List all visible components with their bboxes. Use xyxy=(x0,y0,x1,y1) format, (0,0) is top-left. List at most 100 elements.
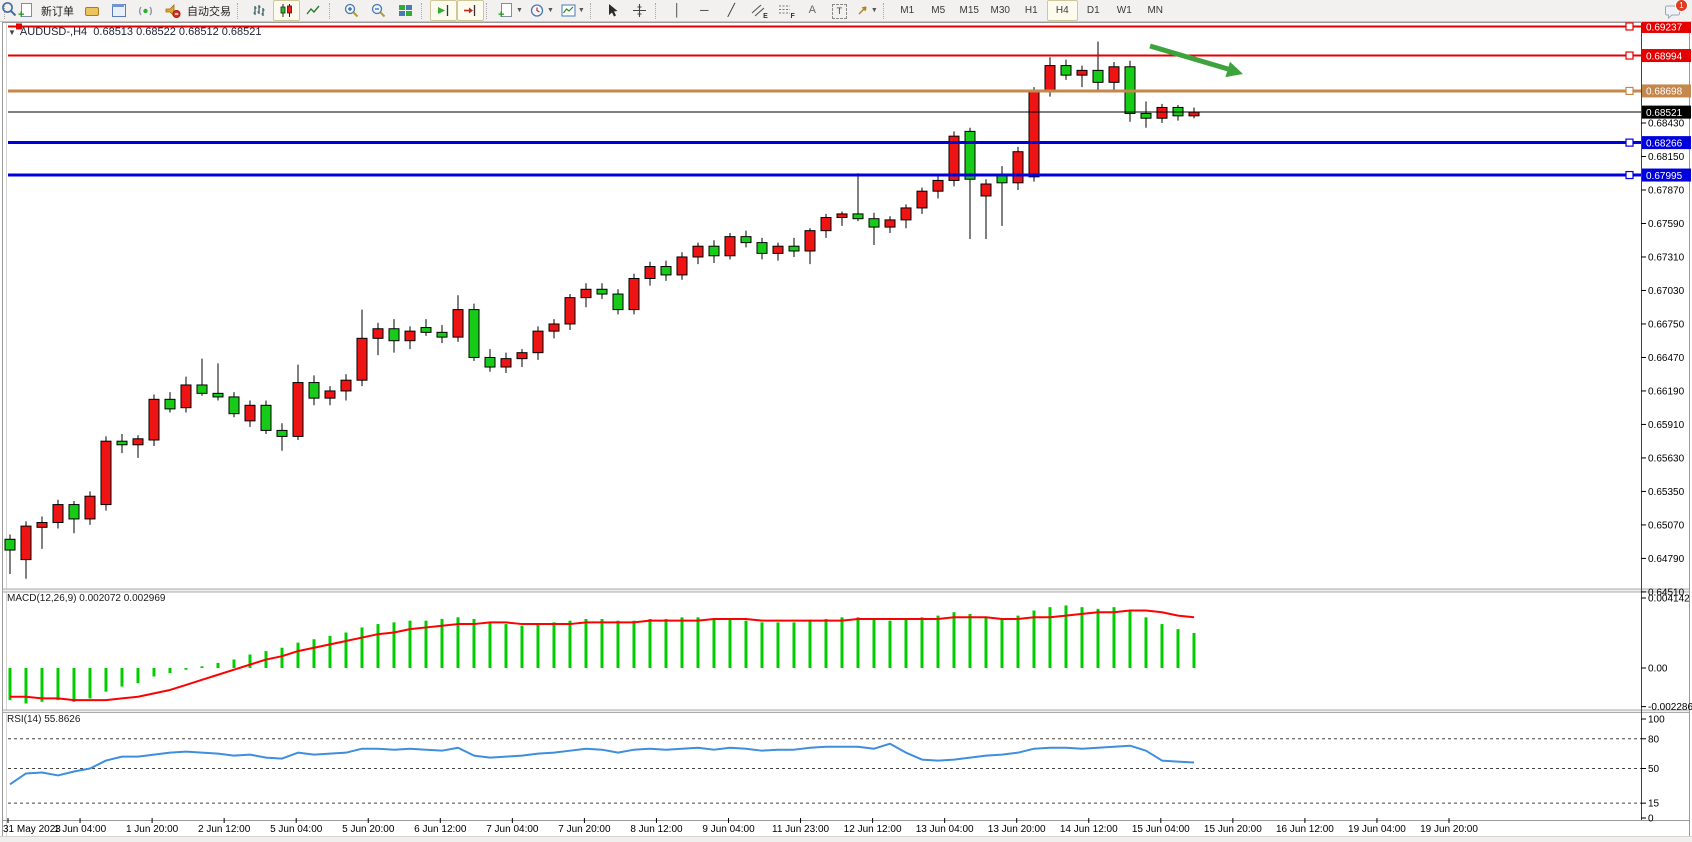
timeframe-m15-button[interactable]: M15 xyxy=(959,5,979,16)
chat-button[interactable]: 1 xyxy=(1664,0,1688,20)
svg-text:9 Jun 04:00: 9 Jun 04:00 xyxy=(702,824,755,835)
chart-ohlc-readout: 0.68513 0.68522 0.68512 0.68521 xyxy=(93,26,262,38)
rsi-indicator-label: RSI(14) 55.8626 xyxy=(7,714,81,725)
svg-text:6 Jun 12:00: 6 Jun 12:00 xyxy=(414,824,467,835)
tile-windows-button[interactable] xyxy=(392,0,419,21)
new-order-button[interactable]: + xyxy=(13,0,40,21)
svg-text:13 Jun 04:00: 13 Jun 04:00 xyxy=(916,824,974,835)
bar-chart-icon xyxy=(253,5,265,16)
svg-text:31 May 2023: 31 May 2023 xyxy=(3,824,61,835)
toolbar-grip xyxy=(237,2,242,19)
auto-trading-button[interactable] xyxy=(159,0,186,21)
search-icon[interactable] xyxy=(0,0,18,18)
text-label-icon: T xyxy=(831,3,847,19)
chat-badge: 1 xyxy=(1675,0,1688,12)
window-bottom-edge xyxy=(0,836,1692,842)
toolbar-grip xyxy=(882,2,888,19)
new-order-label[interactable]: 新订单 xyxy=(41,5,74,18)
zoom-out-icon xyxy=(371,3,386,18)
crosshair-icon xyxy=(632,4,646,17)
macd-indicator-label: MACD(12,26,9) 0.002072 0.002969 xyxy=(7,593,166,604)
chart-shift-button[interactable] xyxy=(457,0,484,21)
zoom-in-button[interactable] xyxy=(338,0,365,21)
auto-trading-label[interactable]: 自动交易 xyxy=(187,5,231,18)
trendline-button[interactable]: ╱ xyxy=(718,0,745,21)
fibonacci-icon: F xyxy=(777,2,795,20)
equidistant-channel-icon: E xyxy=(750,2,768,20)
periods-clock-icon xyxy=(530,4,544,17)
chart-symbol-period: AUDUSD-,H4 xyxy=(19,26,88,38)
trendline-icon: ╱ xyxy=(727,3,735,17)
timeframe-m30-button[interactable]: M30 xyxy=(990,5,1010,16)
toolbar-grip xyxy=(421,2,426,19)
svg-text:0.68698: 0.68698 xyxy=(1646,87,1683,98)
bar-chart-button[interactable] xyxy=(246,0,273,21)
equidistant-channel-button[interactable]: E xyxy=(745,0,772,21)
svg-text:0.65350: 0.65350 xyxy=(1648,487,1685,498)
timeframe-h4-button[interactable]: H4 xyxy=(1046,0,1078,21)
market-window-icon xyxy=(110,2,127,19)
horizontal-line-button[interactable]: ─ xyxy=(691,0,718,21)
svg-text:0.67310: 0.67310 xyxy=(1648,252,1685,263)
svg-text:80: 80 xyxy=(1648,734,1660,745)
signal-button[interactable] xyxy=(132,0,159,21)
svg-text:0.67590: 0.67590 xyxy=(1648,219,1685,230)
timeframe-m1-button[interactable]: M1 xyxy=(900,5,915,16)
svg-text:0.65910: 0.65910 xyxy=(1648,420,1685,431)
svg-text:0.67030: 0.67030 xyxy=(1648,286,1685,297)
svg-text:8 Jun 12:00: 8 Jun 12:00 xyxy=(630,824,683,835)
text-icon: A xyxy=(808,4,816,16)
timeframe-w1-button[interactable]: W1 xyxy=(1116,5,1132,16)
templates-button[interactable]: ▼ xyxy=(557,0,588,21)
svg-text:5 Jun 04:00: 5 Jun 04:00 xyxy=(270,824,323,835)
chart-shift-icon xyxy=(464,5,476,16)
chevron-down-icon[interactable]: ▼ xyxy=(8,28,16,37)
arrows-icon xyxy=(858,6,867,15)
candlestick-chart-button[interactable] xyxy=(273,0,300,21)
timeframe-m5-button[interactable]: M5 xyxy=(931,5,946,16)
toolbar-grip xyxy=(654,2,660,19)
svg-text:0.00: 0.00 xyxy=(1648,664,1668,675)
svg-text:0.65630: 0.65630 xyxy=(1648,453,1685,464)
svg-text:0.68994: 0.68994 xyxy=(1646,51,1683,62)
timeframe-d1-button[interactable]: D1 xyxy=(1086,5,1100,16)
svg-text:50: 50 xyxy=(1648,764,1660,775)
line-chart-button[interactable] xyxy=(300,0,327,21)
periods-button[interactable]: ▼ xyxy=(526,0,557,21)
arrows-button[interactable]: ▼ xyxy=(853,0,881,21)
svg-text:0.69237: 0.69237 xyxy=(1646,22,1683,33)
vertical-line-button[interactable]: │ xyxy=(664,0,691,21)
horizontal-line-icon: ─ xyxy=(700,3,709,17)
svg-text:-0.002286: -0.002286 xyxy=(1648,702,1692,713)
indicators-button[interactable]: + ▼ xyxy=(495,0,526,21)
timeframe-mn-button[interactable]: MN xyxy=(1147,5,1164,16)
svg-text:0.66470: 0.66470 xyxy=(1648,353,1685,364)
crosshair-button[interactable] xyxy=(626,0,653,21)
svg-text:11 Jun 23:00: 11 Jun 23:00 xyxy=(772,824,830,835)
new-order-icon: + xyxy=(18,2,35,21)
toolbar-grip xyxy=(589,2,595,19)
vertical-line-icon: │ xyxy=(673,3,682,17)
svg-text:0.66750: 0.66750 xyxy=(1648,319,1685,330)
indicators-icon: + xyxy=(498,2,515,21)
gold-bars-button[interactable] xyxy=(78,0,105,21)
svg-text:16 Jun 12:00: 16 Jun 12:00 xyxy=(1276,824,1334,835)
svg-text:7 Jun 20:00: 7 Jun 20:00 xyxy=(558,824,611,835)
toolbar-grip xyxy=(329,2,334,19)
cursor-button[interactable] xyxy=(599,0,626,21)
fibonacci-button[interactable]: F xyxy=(772,0,799,21)
timeframe-h1-button[interactable]: H1 xyxy=(1024,5,1038,16)
zoom-in-icon xyxy=(344,3,359,18)
svg-text:19 Jun 04:00: 19 Jun 04:00 xyxy=(1348,824,1406,835)
svg-text:1 Jun 20:00: 1 Jun 20:00 xyxy=(126,824,179,835)
auto-scroll-button[interactable] xyxy=(430,0,457,21)
chevron-down-icon: ▼ xyxy=(546,7,554,14)
text-button[interactable]: A xyxy=(799,0,826,21)
zoom-out-button[interactable] xyxy=(365,0,392,21)
chevron-down-icon: ▼ xyxy=(870,7,878,14)
svg-text:7 Jun 04:00: 7 Jun 04:00 xyxy=(486,824,539,835)
svg-text:1 Jun 04:00: 1 Jun 04:00 xyxy=(54,824,107,835)
market-window-button[interactable] xyxy=(105,0,132,21)
text-label-button[interactable]: T xyxy=(826,0,853,21)
